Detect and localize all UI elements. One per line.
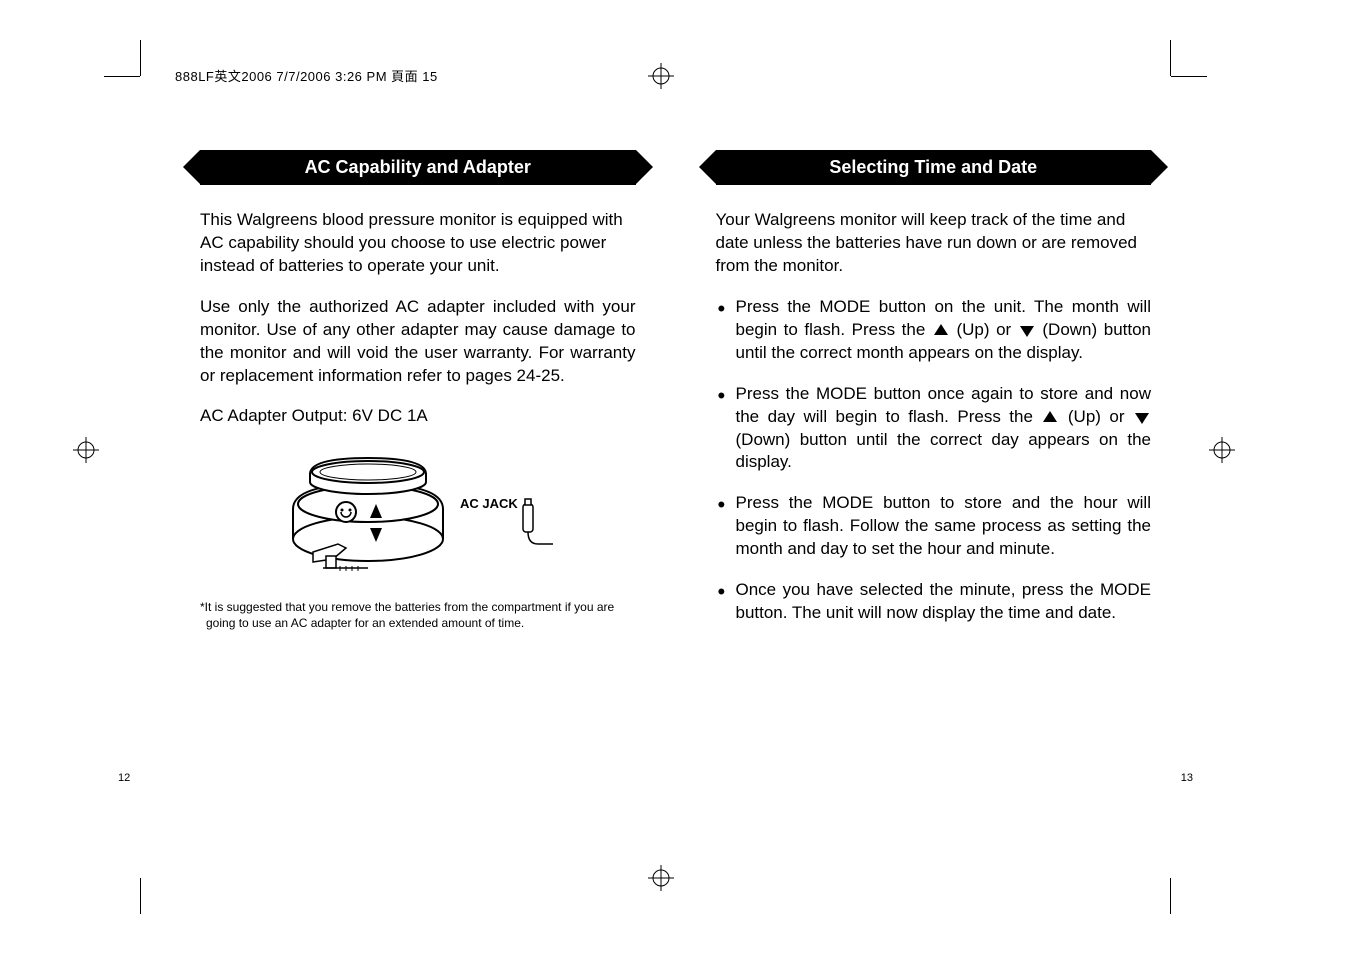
page-spread: AC Capability and Adapter This Walgreens… <box>200 150 1151 643</box>
page-number-left: 12 <box>118 772 130 784</box>
list-item: Once you have selected the minute, press… <box>716 579 1152 625</box>
crop-mark <box>1170 40 1171 76</box>
diagram-label: AC JACK <box>460 496 518 511</box>
list-item: Press the MODE button to store and the h… <box>716 492 1152 561</box>
crop-mark <box>140 878 141 914</box>
list-item: Press the MODE button once again to stor… <box>716 383 1152 475</box>
footnote: *It is suggested that you remove the bat… <box>200 599 636 633</box>
crop-mark <box>140 40 141 76</box>
registration-mark-icon <box>73 437 99 463</box>
list-item: Press the MODE button on the unit. The m… <box>716 296 1152 365</box>
ac-jack-diagram-icon: AC JACK <box>278 444 578 574</box>
spec-line: AC Adapter Output: 6V DC 1A <box>200 406 636 426</box>
device-diagram: AC JACK <box>220 444 636 579</box>
page-number-right: 13 <box>1181 772 1193 784</box>
crop-mark <box>104 76 140 77</box>
section-title-right: Selecting Time and Date <box>716 150 1152 185</box>
crop-mark <box>1170 878 1171 914</box>
registration-mark-icon <box>1209 437 1235 463</box>
paragraph: Your Walgreens monitor will keep track o… <box>716 209 1152 278</box>
page-right: Selecting Time and Date Your Walgreens m… <box>716 150 1152 643</box>
down-arrow-icon <box>1020 326 1034 337</box>
paragraph: Use only the authorized AC adapter inclu… <box>200 296 636 388</box>
paragraph: This Walgreens blood pressure monitor is… <box>200 209 636 278</box>
down-arrow-icon <box>1135 413 1149 424</box>
registration-mark-icon <box>648 865 674 891</box>
up-arrow-icon <box>934 324 948 335</box>
registration-mark-icon <box>648 63 674 89</box>
print-header: 888LF英文2006 7/7/2006 3:26 PM 頁面 15 <box>175 66 438 85</box>
section-title-left: AC Capability and Adapter <box>200 150 636 185</box>
instruction-list: Press the MODE button on the unit. The m… <box>716 296 1152 625</box>
page-left: AC Capability and Adapter This Walgreens… <box>200 150 636 643</box>
crop-mark <box>1171 76 1207 77</box>
up-arrow-icon <box>1043 411 1057 422</box>
